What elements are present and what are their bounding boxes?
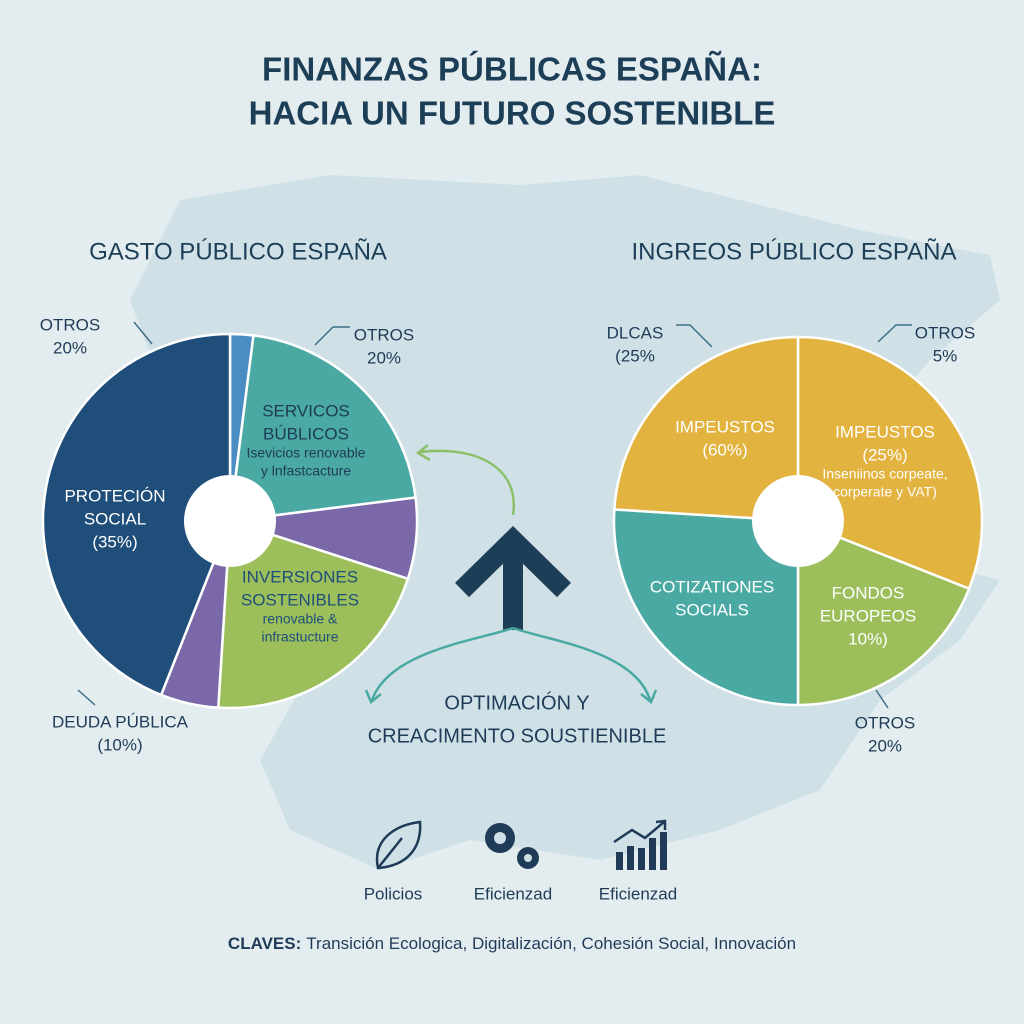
slice-label: 5% [933,346,958,365]
slice-label: SOSTENIBLES [241,590,359,609]
slice-label: BÚBLICOS [263,424,349,443]
slice-label: 10%) [848,629,888,648]
slice-label: (25%) [862,445,907,464]
slice-label: DLCAS [607,323,664,342]
arrow-head [364,689,382,705]
leaf-icon [375,820,422,870]
center-text-line: CREACIMENTO SOUSTIENIBLE [368,725,667,747]
slice-label: SOCIAL [84,509,146,528]
slice-label: EUROPEOS [820,606,916,625]
pie-slice [216,519,410,710]
donut-hole [752,475,844,567]
pie-slice [228,334,417,523]
pie-slice [41,332,232,697]
slice-label: INVERSIONES [242,567,358,586]
leader-line [314,326,350,346]
center-text-line: OPTIMACIÓN Y [444,691,589,714]
icon-label: Policios [364,884,423,903]
leader-line [877,324,912,343]
icon-labels: Policios Eficienzad Eficienzad [364,884,678,903]
slice-label: OTROS [915,323,975,342]
slice-label: PROTECIÓN [64,486,165,505]
leader-line [676,324,713,348]
slice-note: corperate y VAT) [833,484,937,500]
title-line: FINANZAS PÚBLICAS ESPAÑA: [262,51,762,88]
slice-label: FONDOS [832,583,905,602]
curve-arrow [419,449,516,516]
leader-line [133,321,153,345]
icons [375,819,667,870]
slice-label: (10%) [97,735,142,754]
slice-label: (60%) [702,440,747,459]
slice-label: IMPEUSTOS [675,417,775,436]
claves-label: CLAVES: [228,934,301,953]
pie-slice [796,335,984,591]
slice-label: DEUDA PÚBLICA [52,712,189,731]
trend-line [613,819,667,844]
slice-note: y lnfastcacture [261,463,351,479]
curve-arrow [512,626,652,701]
leader-line [77,689,96,706]
slice-label: SERVICOS [262,401,350,420]
title: FINANZAS PÚBLICAS ESPAÑA: HACIA UN FUTURO… [249,51,776,132]
up-arrow [454,525,572,630]
slice-label: OTROS [354,325,414,344]
slice-label: SOCIALS [675,600,749,619]
claves-text: Transición Ecologica, Digitalización, Co… [306,934,796,953]
pie-slice [612,508,800,707]
donut-hole [184,475,276,567]
pie-slice [613,335,800,523]
chart-title: GASTO PÚBLICO ESPAÑA [89,238,387,265]
chart-title: INGREOS PÚBLICO ESPAÑA [632,238,957,265]
pie-chart: GASTO PÚBLICO ESPAÑA OTROS 20% OTROS 20% SERV… [40,238,419,754]
slice-label: (35%) [92,532,137,551]
leader-line [875,689,889,709]
slice-note: Isevicios renovable [246,445,365,461]
pie-chart: INGREOS PÚBLICO ESPAÑA DLCAS (25% OTROS 5% IM… [607,238,984,755]
slice-label: OTROS [855,713,915,732]
slice-note: renovable & [263,611,338,627]
center-text: OPTIMACIÓN Y CREACIMENTO SOUSTIENIBLE [368,691,667,747]
slice-label: COTIZATIONES [650,577,774,596]
slice-label: 20% [53,338,87,357]
slice-label: 20% [367,348,401,367]
arrow-head [640,689,658,705]
slice-label: 20% [868,736,902,755]
slice-label: IMPEUSTOS [835,422,935,441]
slice-label: (25% [615,346,655,365]
claves: CLAVES: Transición Ecologica, Digitalizac… [228,934,796,953]
chart-icon [616,832,667,870]
charts: GASTO PÚBLICO ESPAÑA OTROS 20% OTROS 20% SERV… [40,238,984,755]
icon-label: Eficienzad [599,884,677,903]
curve-arrow [370,626,514,701]
pie-slice [796,519,971,707]
title-line: HACIA UN FUTURO SOSTENIBLE [249,95,776,132]
center-arrows [364,444,658,705]
slice-note: Inseniinos corpeate, [822,466,947,482]
icon-label: Eficienzad [474,884,552,903]
arrow-head [415,444,431,462]
slice-label: OTROS [40,315,100,334]
gears-holes [494,832,532,862]
slice-note: infrastucture [261,629,338,645]
